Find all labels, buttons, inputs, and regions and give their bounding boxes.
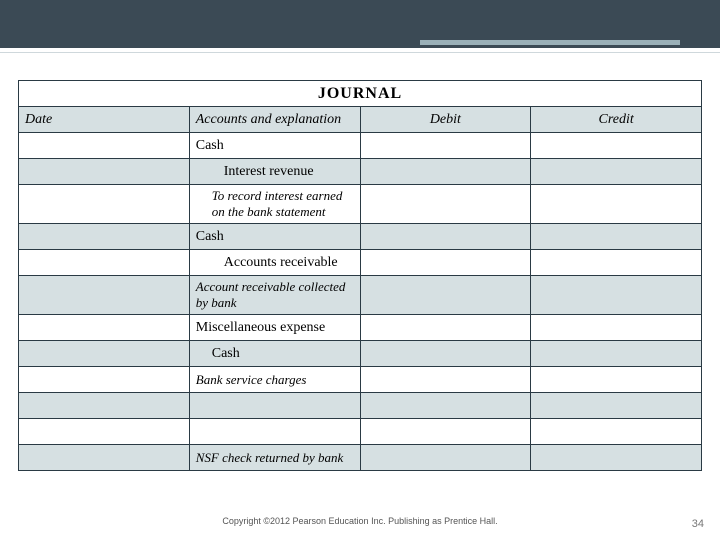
accent-bar <box>420 40 680 45</box>
cell-acct: Cash <box>189 224 360 250</box>
journal-title: JOURNAL <box>19 81 702 107</box>
slide: JOURNAL Date Accounts and explanation De… <box>0 0 720 540</box>
cell-date <box>19 393 190 419</box>
table-row: Accounts receivable <box>19 250 702 276</box>
cell-acct: To record interest earned on the bank st… <box>189 185 360 224</box>
cell-date <box>19 159 190 185</box>
cell-date <box>19 133 190 159</box>
cell-date <box>19 341 190 367</box>
cell-acct <box>189 393 360 419</box>
cell-date <box>19 315 190 341</box>
table-row: Interest revenue <box>19 159 702 185</box>
cell-acct: Accounts receivable <box>189 250 360 276</box>
table-row: Cash <box>19 224 702 250</box>
copyright-text: Copyright ©2012 Pearson Education Inc. P… <box>0 516 720 526</box>
cell-date <box>19 224 190 250</box>
hdr-debit: Debit <box>360 107 531 133</box>
table-row: Cash <box>19 341 702 367</box>
cell-acct: Miscellaneous expense <box>189 315 360 341</box>
hdr-date: Date <box>19 107 190 133</box>
table-row: Bank service charges <box>19 367 702 393</box>
cell-credit <box>531 185 702 224</box>
cell-debit <box>360 341 531 367</box>
hdr-credit: Credit <box>531 107 702 133</box>
cell-credit <box>531 133 702 159</box>
cell-debit <box>360 276 531 315</box>
table-row <box>19 393 702 419</box>
table-row: To record interest earned on the bank st… <box>19 185 702 224</box>
cell-debit <box>360 250 531 276</box>
journal-title-row: JOURNAL <box>19 81 702 107</box>
cell-acct: NSF check returned by bank <box>189 445 360 471</box>
cell-date <box>19 276 190 315</box>
cell-debit <box>360 315 531 341</box>
journal-table: JOURNAL Date Accounts and explanation De… <box>18 80 702 471</box>
cell-debit <box>360 367 531 393</box>
cell-acct: Account receivable collected by bank <box>189 276 360 315</box>
cell-credit <box>531 367 702 393</box>
cell-credit <box>531 276 702 315</box>
cell-date <box>19 367 190 393</box>
cell-credit <box>531 419 702 445</box>
cell-credit <box>531 393 702 419</box>
cell-debit <box>360 133 531 159</box>
cell-date <box>19 445 190 471</box>
cell-acct: Bank service charges <box>189 367 360 393</box>
cell-credit <box>531 445 702 471</box>
cell-date <box>19 419 190 445</box>
cell-credit <box>531 250 702 276</box>
cell-credit <box>531 315 702 341</box>
cell-debit <box>360 445 531 471</box>
table-row: NSF check returned by bank <box>19 445 702 471</box>
journal-header-row: Date Accounts and explanation Debit Cred… <box>19 107 702 133</box>
cell-credit <box>531 341 702 367</box>
cell-acct <box>189 419 360 445</box>
table-row: Account receivable collected by bank <box>19 276 702 315</box>
cell-date <box>19 185 190 224</box>
cell-date <box>19 250 190 276</box>
page-number: 34 <box>692 518 704 530</box>
table-row: Cash <box>19 133 702 159</box>
cell-debit <box>360 419 531 445</box>
cell-debit <box>360 185 531 224</box>
cell-debit <box>360 393 531 419</box>
cell-credit <box>531 159 702 185</box>
accent-line <box>0 52 720 53</box>
cell-credit <box>531 224 702 250</box>
journal-table-wrap: JOURNAL Date Accounts and explanation De… <box>18 80 702 471</box>
cell-acct: Cash <box>189 341 360 367</box>
hdr-acct: Accounts and explanation <box>189 107 360 133</box>
cell-debit <box>360 224 531 250</box>
cell-acct: Interest revenue <box>189 159 360 185</box>
cell-acct: Cash <box>189 133 360 159</box>
table-row <box>19 419 702 445</box>
cell-debit <box>360 159 531 185</box>
table-row: Miscellaneous expense <box>19 315 702 341</box>
